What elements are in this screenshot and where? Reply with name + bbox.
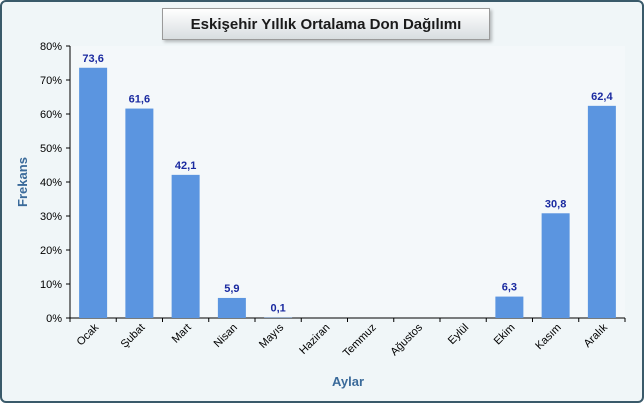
bars — [79, 67, 616, 318]
chart-title: Eskişehir Yıllık Ortalama Don Dağılımı — [190, 15, 462, 33]
y-tick-label: 0% — [46, 313, 62, 325]
x-axis-label: Aylar — [332, 374, 364, 389]
bar — [587, 105, 616, 318]
data-label: 62,4 — [591, 91, 613, 103]
x-tick-label: Ekim — [492, 322, 518, 348]
y-tick-label: 70% — [40, 75, 62, 87]
x-tick-label: Kasım — [533, 322, 564, 353]
bar — [217, 297, 246, 318]
y-tick-label: 60% — [40, 109, 62, 121]
x-tick-label: Nisan — [212, 322, 240, 350]
data-label: 73,6 — [82, 53, 103, 65]
data-label: 30,8 — [545, 198, 566, 210]
bar — [541, 213, 570, 318]
x-tick-label: Eylül — [446, 322, 471, 347]
x-tick-label: Şubat — [119, 322, 148, 351]
bar — [79, 67, 108, 318]
y-axis-label: Frekans — [15, 157, 30, 207]
data-labels: 73,6 61,6 42,1 5,9 0,1 6,3 30,8 62,4 — [82, 53, 613, 315]
bar — [171, 174, 200, 318]
bar — [125, 108, 154, 318]
x-tick-label: Ağustos — [388, 321, 425, 358]
x-tick-label: Mayıs — [257, 321, 287, 351]
y-tick-label: 20% — [40, 245, 62, 257]
data-label: 42,1 — [175, 160, 196, 172]
plot-area — [70, 46, 625, 318]
chart-title-box: Eskişehir Yıllık Ortalama Don Dağılımı — [162, 8, 490, 40]
data-label: 6,3 — [502, 282, 517, 294]
x-tick-label: Haziran — [297, 322, 332, 357]
data-label: 5,9 — [224, 283, 239, 295]
y-tick-label: 30% — [40, 211, 62, 223]
x-tick-label: Mart — [170, 322, 194, 346]
x-tick-label: Aralık — [582, 321, 611, 350]
y-axis: 0% 10% 20% 30% 40% 50% 60% 70% 80% — [40, 41, 71, 325]
x-axis: Ocak Şubat Mart Nisan Mayıs Haziran Temmuz Ağus… — [69, 317, 626, 360]
data-label: 0,1 — [270, 303, 285, 315]
y-tick-label: 10% — [40, 279, 62, 291]
data-label: 61,6 — [129, 94, 150, 106]
y-tick-label: 80% — [40, 41, 62, 53]
y-tick-label: 40% — [40, 177, 62, 189]
x-tick-label: Temmuz — [341, 322, 379, 360]
y-tick-label: 50% — [40, 143, 62, 155]
x-tick-label: Ocak — [75, 321, 102, 348]
bar — [495, 296, 524, 318]
